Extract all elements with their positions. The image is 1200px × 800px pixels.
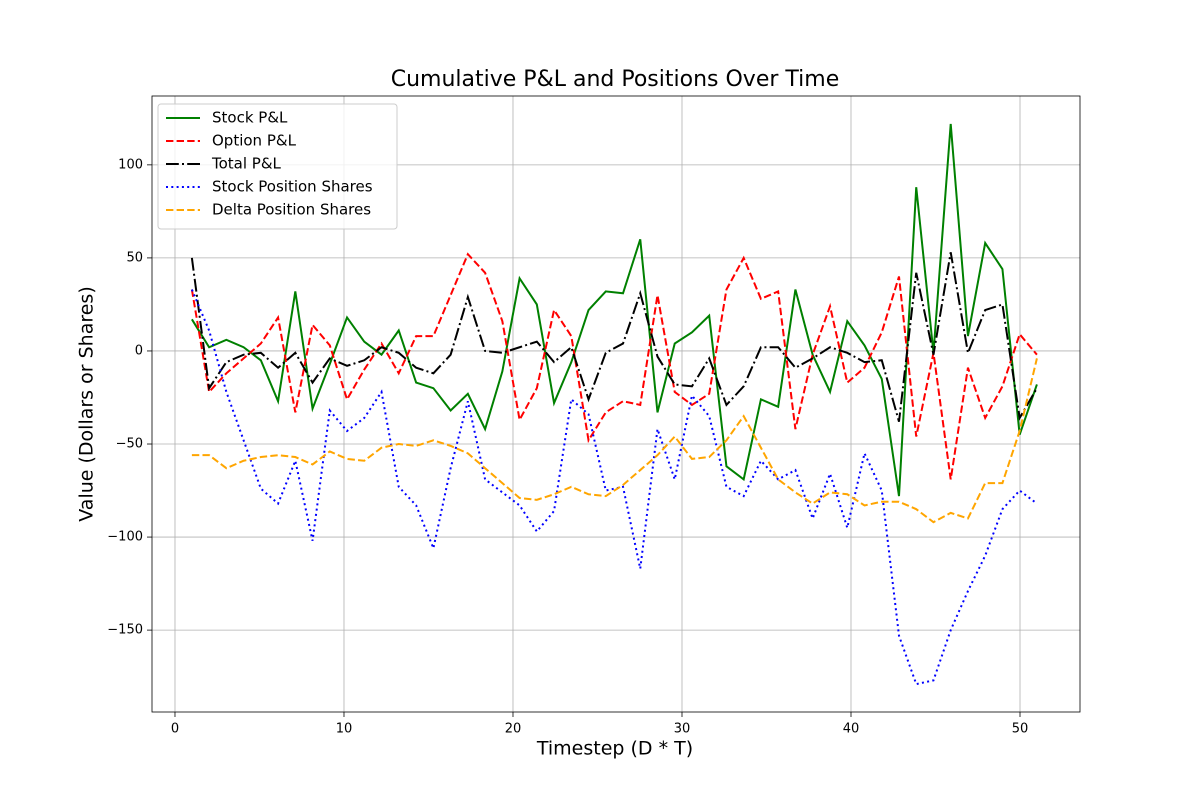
x-tick-label: 50	[1012, 722, 1029, 737]
x-tick-label: 10	[336, 722, 353, 737]
legend-box	[157, 103, 398, 230]
series-line	[190, 252, 1038, 480]
y-tick-label: −150	[107, 623, 143, 638]
plot-frame	[151, 95, 1081, 713]
x-tick-label: 20	[505, 722, 522, 737]
x-tick-label: 30	[674, 722, 691, 737]
x-tick-label: 40	[843, 722, 860, 737]
chart-title: Cumulative P&L and Positions Over Time	[391, 67, 839, 92]
legend-label: Total P&L	[211, 155, 282, 173]
series-line	[190, 252, 1038, 422]
y-tick-label: 0	[135, 343, 143, 358]
legend-label: Stock Position Shares	[212, 178, 373, 196]
series-line	[191, 358, 1038, 524]
legend-label: Stock P&L	[212, 109, 288, 127]
y-tick-label: 100	[118, 157, 143, 172]
x-tick-label: 0	[171, 722, 179, 737]
legend-label: Delta Position Shares	[212, 201, 371, 219]
y-tick-label: −100	[107, 530, 143, 545]
legend-label: Option P&L	[212, 132, 297, 150]
x-axis-label: Timestep (D * T)	[536, 738, 693, 760]
y-tick-label: 50	[126, 250, 143, 265]
y-tick-label: −50	[116, 437, 143, 452]
y-axis-label: Value (Dollars or Shares)	[76, 286, 98, 521]
